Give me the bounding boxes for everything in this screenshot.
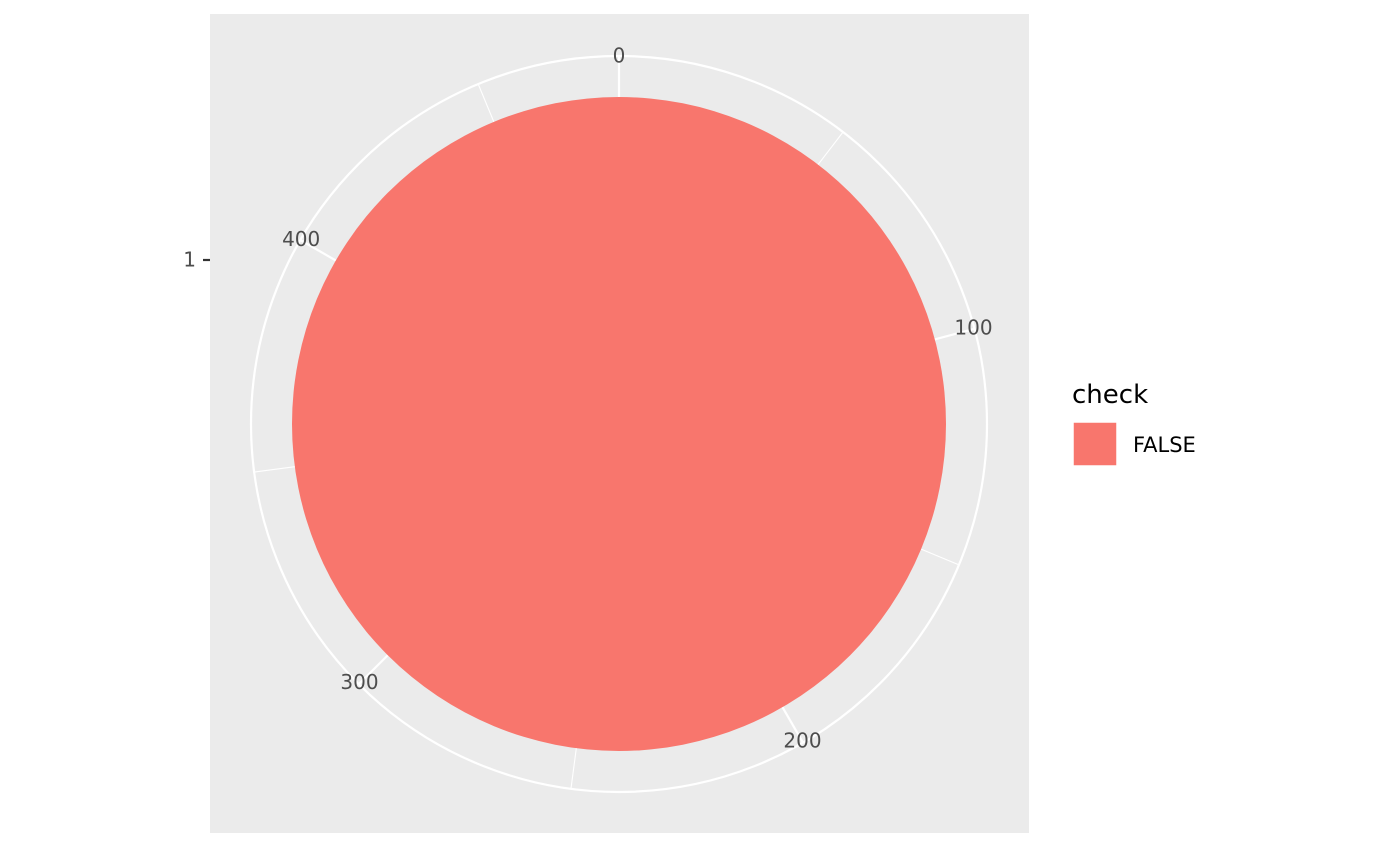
y-axis-tick-label: 1 bbox=[183, 248, 196, 272]
theta-tick-label: 0 bbox=[613, 44, 626, 68]
legend-title: check bbox=[1072, 380, 1148, 410]
legend-label-false: FALSE bbox=[1133, 433, 1196, 457]
theta-tick-label: 200 bbox=[783, 728, 821, 752]
theta-tick-label: 100 bbox=[954, 316, 992, 340]
pie-slice-false bbox=[292, 97, 946, 751]
theta-tick-label: 300 bbox=[340, 670, 378, 694]
theta-tick-labels: 0 100 200 300 400 bbox=[282, 44, 993, 753]
legend-swatch-false bbox=[1072, 421, 1118, 467]
theta-tick-label: 400 bbox=[282, 227, 320, 251]
slice-layer bbox=[292, 97, 946, 751]
legend: check FALSE bbox=[1072, 380, 1196, 467]
